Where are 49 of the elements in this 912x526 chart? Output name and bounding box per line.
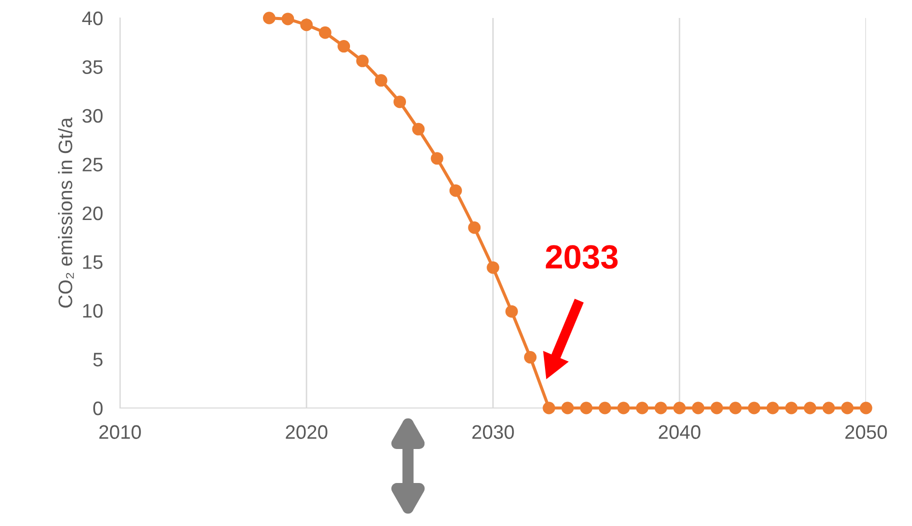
point xyxy=(430,152,444,165)
point xyxy=(729,402,742,414)
x-tick-label: 2020 xyxy=(286,425,328,439)
point xyxy=(374,74,388,87)
point xyxy=(338,40,350,53)
point xyxy=(394,96,406,108)
point xyxy=(692,402,704,414)
point xyxy=(262,12,276,24)
point xyxy=(710,402,724,414)
annotation: 2033 xyxy=(546,245,618,269)
y-tick-label: 10 xyxy=(83,304,103,318)
y-axis-title: CO₂ emissions in Gt/a xyxy=(58,117,74,308)
x-tick-label: 2010 xyxy=(99,425,141,439)
point xyxy=(617,402,630,414)
point xyxy=(524,351,537,364)
point xyxy=(580,402,592,414)
point xyxy=(300,18,313,32)
y-tick-label: 15 xyxy=(83,255,103,269)
point xyxy=(673,402,686,414)
y-tick-label: 20 xyxy=(82,206,103,220)
point xyxy=(598,402,612,414)
point xyxy=(766,402,779,414)
x-tick-label: 2030 xyxy=(472,425,514,439)
x-tick-label: 2040 xyxy=(658,425,700,439)
point xyxy=(282,12,294,26)
point xyxy=(318,26,332,39)
point xyxy=(542,402,556,414)
y-tick-label: 0 xyxy=(93,401,103,416)
point xyxy=(412,122,425,136)
point xyxy=(486,261,500,274)
point xyxy=(636,402,648,414)
point xyxy=(561,402,574,414)
point xyxy=(449,184,462,197)
point xyxy=(748,402,760,414)
point xyxy=(654,402,668,414)
point xyxy=(785,402,798,414)
point xyxy=(804,402,816,414)
point xyxy=(841,402,854,414)
point xyxy=(356,54,369,68)
y-tick-label: 35 xyxy=(82,60,103,74)
point xyxy=(468,221,481,234)
point xyxy=(860,402,872,414)
x-tick-label: 2050 xyxy=(845,425,887,439)
point xyxy=(505,305,518,318)
y-tick-label: 5 xyxy=(93,352,103,366)
y-tick-label: 25 xyxy=(82,158,103,172)
y-tick-label: 30 xyxy=(82,108,103,123)
y-tick-label: 40 xyxy=(82,11,103,26)
point xyxy=(822,402,835,414)
